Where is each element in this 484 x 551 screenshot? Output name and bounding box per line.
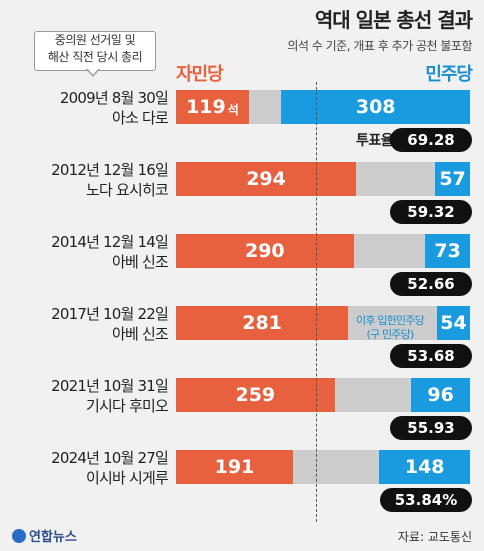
cdp-seat-value: 57	[439, 168, 466, 190]
cdp-seat-bar: 54	[436, 306, 470, 340]
ldp-seat-bar: 290	[176, 234, 354, 268]
ldp-seat-value: 259	[235, 384, 276, 406]
cdp-seat-value: 73	[434, 240, 461, 262]
ldp-seat-value: 119	[186, 96, 226, 118]
ldp-seat-bar: 259	[176, 378, 335, 412]
prime-minister: 이시바 시게루	[86, 469, 169, 487]
note-line-1: 이후 입헌민주당	[356, 314, 425, 327]
election-date: 2014년 12월 14일	[51, 233, 169, 251]
turnout-badge: 55.93	[390, 416, 472, 440]
prime-minister: 아소 다로	[112, 109, 169, 127]
cdp-seat-bar: 57	[435, 162, 470, 196]
callout-line-1: 중의원 선거일 및	[54, 33, 136, 47]
turnout-badge: 53.68	[390, 344, 472, 368]
callout-line-2: 해산 직전 당시 총리	[47, 50, 143, 64]
turnout-badge: 53.84%	[380, 488, 472, 512]
cdp-seat-value: 308	[355, 96, 396, 118]
election-date: 2009년 8월 30일	[59, 89, 169, 107]
ldp-seat-value: 290	[244, 240, 285, 262]
seat-bar-track: 281 54	[176, 306, 470, 340]
callout-tail	[86, 68, 100, 77]
prime-minister: 노다 요시히코	[86, 181, 169, 199]
party-rename-note: 이후 입헌민주당 (구 민주당)	[356, 314, 425, 342]
election-date: 2024년 10월 27일	[51, 449, 169, 467]
seat-unit: 석	[227, 102, 239, 117]
election-date: 2017년 10월 22일	[51, 305, 169, 323]
cdp-seat-value: 96	[427, 384, 454, 406]
logo-mark-icon	[12, 528, 26, 543]
turnout-badge: 59.32	[390, 200, 472, 224]
election-date: 2012년 12월 16일	[51, 161, 169, 179]
source-note: 자료: 교도통신	[397, 530, 472, 544]
cdp-seat-bar: 73	[425, 234, 470, 268]
logo-text: 연합뉴스	[29, 530, 77, 545]
election-date: 2021년 10월 31일	[51, 377, 169, 395]
cdp-seat-bar: 96	[411, 378, 470, 412]
chart-title: 역대 일본 총선 결과	[314, 8, 473, 32]
cdp-seat-bar: 148	[379, 450, 470, 484]
seat-bar-track: 191 148	[176, 450, 470, 484]
ldp-seat-bar: 191	[176, 450, 293, 484]
chart-subtitle: 의석 수 기준, 개표 후 추가 공천 불포함	[287, 39, 472, 53]
cdp-seat-value: 54	[440, 312, 467, 334]
ldp-seat-bar: 294	[176, 162, 357, 196]
cdp-seat-bar: 308	[281, 90, 470, 124]
legend-cdp: 민주당	[425, 64, 473, 85]
ldp-seat-bar: 281	[176, 306, 349, 340]
ldp-seat-bar: 119 석	[176, 90, 249, 124]
seat-bar-track: 294 57	[176, 162, 470, 196]
yonhap-logo: 연합뉴스	[12, 526, 77, 545]
turnout-label: 투표율	[356, 133, 394, 149]
ldp-seat-value: 294	[246, 168, 286, 190]
seat-bar-track: 290 73	[176, 234, 470, 268]
ldp-seat-value: 281	[242, 312, 282, 334]
cdp-seat-value: 148	[404, 456, 445, 478]
prime-minister: 기시다 후미오	[86, 397, 169, 415]
note-line-2: (구 민주당)	[366, 328, 414, 341]
ldp-seat-value: 191	[214, 456, 255, 478]
majority-line	[316, 82, 317, 522]
turnout-badge: 52.66	[390, 272, 472, 296]
callout-box: 중의원 선거일 및 해산 직전 당시 총리	[34, 31, 156, 71]
legend-ldp: 자민당	[176, 64, 224, 85]
prime-minister: 아베 신조	[112, 253, 169, 271]
prime-minister: 아베 신조	[112, 325, 169, 343]
seat-bar-track: 119 석 308	[176, 90, 470, 124]
seat-bar-track: 259 96	[176, 378, 470, 412]
turnout-badge: 69.28	[390, 128, 472, 152]
